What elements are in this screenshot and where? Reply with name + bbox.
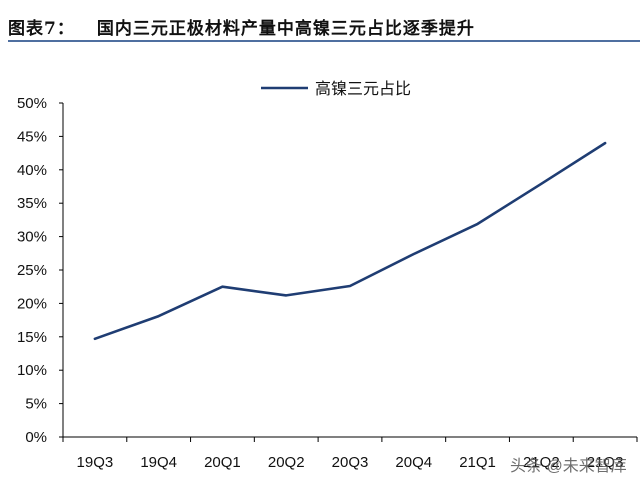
legend-label: 高镍三元占比 [315,79,411,98]
x-tick-label: 21Q1 [459,454,496,471]
title-divider [8,40,640,42]
figure-title: 图表7： 国内三元正极材料产量中高镍三元占比逐季提升 [8,14,475,39]
x-tick-label: 20Q4 [395,454,432,471]
x-tick-label: 19Q3 [77,454,114,471]
y-tick-label: 35% [17,195,47,212]
y-tick-label: 45% [17,128,47,145]
y-tick-label: 50% [17,95,47,112]
x-tick-label: 20Q3 [332,454,369,471]
x-tick-label: 20Q2 [268,454,305,471]
figure-label: 图表7： [8,19,75,39]
series-line [93,141,607,341]
x-tick-label: 21Q2 [523,454,560,471]
y-tick-label: 40% [17,162,47,179]
y-tick-label: 20% [17,295,47,312]
x-tick-label: 21Q3 [587,454,624,471]
y-tick-label: 10% [17,362,47,379]
x-tick-label: 19Q4 [140,454,177,471]
y-tick-label: 30% [17,229,47,246]
figure-title-text: 国内三元正极材料产量中高镍三元占比逐季提升 [96,19,475,39]
y-tick-label: 25% [17,262,47,279]
y-tick-label: 5% [25,396,47,413]
y-axis: 0% 5% 10% 15% 20% 25% 30% 35% 40% 45% 50% [17,95,64,446]
watermark: 头条 @未来智库 [510,458,627,475]
y-tick-label: 15% [17,329,47,346]
chart-legend: 高镍三元占比 [261,79,411,98]
y-tick-label: 0% [25,429,47,446]
x-tick-label: 20Q1 [204,454,241,471]
x-axis: 19Q3 19Q4 20Q1 20Q2 20Q3 20Q4 21Q1 21Q2 21Q3 [62,436,638,471]
